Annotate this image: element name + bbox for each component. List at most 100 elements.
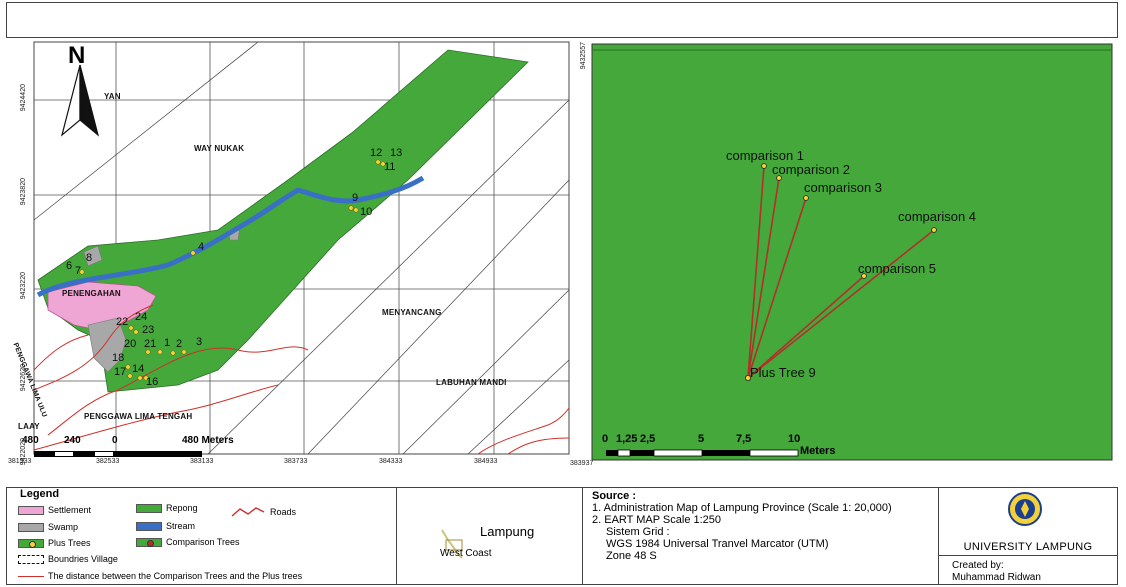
right-y-tick: 9432557 — [580, 42, 587, 70]
tree-number: 11 — [384, 161, 396, 173]
tree-number: 12 — [370, 147, 383, 159]
divider — [396, 487, 397, 585]
legend: Legend Settlement Repong Roads Swamp Str… — [6, 487, 396, 585]
tree-number: 3 — [196, 336, 203, 348]
stream-swatch — [136, 521, 162, 531]
y-tick: 9423220 — [20, 272, 27, 300]
tree-number: 4 — [198, 241, 205, 253]
source-line: 2. EART MAP Scale 1:250 — [592, 514, 722, 526]
inset-west-coast: West Coast — [440, 548, 492, 559]
left-scale-bar — [34, 448, 204, 458]
tree-number: 6 — [66, 260, 73, 272]
swamp-area-2 — [83, 245, 103, 267]
source-title: Source : — [592, 490, 637, 502]
north-arrow-icon — [60, 64, 100, 137]
legend-swamp: Swamp — [18, 522, 78, 532]
scale-label: 480 Meters — [182, 435, 234, 446]
bottom-panel — [6, 487, 1118, 585]
legend-comparison-trees: Comparison Trees — [136, 537, 240, 547]
roads — [33, 304, 570, 455]
label-penggawa-lima-tengah: PENGGAWA LIMA TENGAH — [84, 412, 193, 421]
tree-number: 23 — [142, 324, 155, 336]
tree-number: 10 — [360, 206, 373, 218]
right-x-tick: 383937 — [570, 460, 594, 467]
boundary-swatch — [18, 554, 44, 564]
source-line: Zone 48 S — [606, 550, 657, 562]
scale-label: 480 — [22, 435, 39, 446]
village-boundaries — [33, 41, 570, 455]
source-block: Source : 1. Administration Map of Lampun… — [592, 490, 936, 584]
legend-settlement: Settlement — [18, 505, 91, 515]
comparison-label-4: comparison 4 — [898, 209, 977, 224]
left-map-panel: N 9424420 9423820 9423220 9422620 942202… — [8, 40, 573, 470]
title-bar — [6, 2, 1118, 38]
tree-number: 7 — [75, 265, 82, 277]
label-labuhan-mandi: LABUHAN MANDI — [436, 378, 507, 387]
tree-number: 16 — [146, 376, 159, 388]
legend-boundaries: Boundries Village — [18, 554, 118, 564]
tree-number: 1 — [164, 337, 171, 349]
tree-number: 18 — [112, 352, 125, 364]
settlement-swatch — [18, 505, 44, 515]
x-tick: 383733 — [284, 458, 308, 465]
source-line: 1. Administration Map of Lampung Provinc… — [592, 502, 892, 514]
label-menyancang: MENYANCANG — [382, 308, 442, 317]
plus-tree-points — [79, 159, 386, 381]
x-tick: 384333 — [379, 458, 403, 465]
comparison-label-1: comparison 1 — [726, 148, 805, 163]
x-tick: 383133 — [190, 458, 214, 465]
tree-number: 2 — [176, 338, 183, 350]
university-name: UNIVERSITY LAMPUNG — [963, 541, 1093, 553]
legend-distance: The distance between the Comparison Tree… — [18, 571, 302, 581]
university-logo — [1008, 492, 1042, 526]
created-by-label: Created by: — [952, 560, 1004, 571]
scale-label: 1,25 — [616, 433, 638, 445]
tree-number: 8 — [86, 252, 93, 264]
x-tick: 382533 — [96, 458, 120, 465]
swamp-area — [87, 317, 127, 373]
distance-lines — [747, 165, 935, 379]
label-way-nukak: WAY NUKAK — [194, 144, 245, 153]
source-line: WGS 1984 Universal Tranvel Marcator (UTM… — [606, 538, 829, 550]
inset-lampung: Lampung — [480, 524, 535, 539]
label-penengahan: PENENGAHAN — [62, 289, 121, 298]
comparison-label-5: comparison 5 — [858, 261, 937, 276]
plus-tree-swatch — [18, 538, 44, 548]
tree-number: 13 — [390, 147, 403, 159]
plus-tree-label: Plus Tree 9 — [750, 365, 816, 380]
x-tick: 381933 — [8, 458, 32, 465]
left-map-svg — [33, 41, 570, 455]
tree-number: 20 — [124, 338, 137, 350]
legend-roads: Roads — [230, 506, 296, 518]
tree-number: 17 — [114, 366, 127, 378]
repong-swatch — [136, 503, 162, 513]
legend-plus-trees: Plus Trees — [18, 538, 91, 548]
scale-label: 10 — [788, 433, 801, 445]
right-scale-bar — [606, 449, 799, 457]
scale-label: 7,5 — [736, 433, 752, 445]
scale-unit: Meters — [800, 445, 836, 457]
tree-number: 14 — [132, 363, 145, 375]
divider — [938, 487, 939, 585]
scale-label: 2,5 — [640, 433, 656, 445]
label-yan: YAN — [104, 92, 121, 101]
tree-number: 24 — [135, 311, 148, 323]
author-name: Muhammad Ridwan — [952, 572, 1041, 583]
scale-label: 0 — [602, 433, 609, 445]
source-line: Sistem Grid : — [606, 526, 670, 538]
swamp-swatch — [18, 522, 44, 532]
y-tick: 9424420 — [20, 84, 27, 112]
y-tick: 9423820 — [20, 178, 27, 206]
tree-number: 21 — [144, 338, 157, 350]
inset-map: Lampung West Coast — [398, 488, 580, 584]
stream-path — [36, 175, 425, 298]
right-map-svg — [591, 43, 1113, 461]
tree-number: 9 — [352, 192, 359, 204]
inset-svg — [441, 529, 463, 559]
university-logo-icon — [1008, 492, 1042, 526]
comparison-label-2: comparison 2 — [772, 162, 851, 177]
divider — [938, 555, 1118, 556]
north-letter: N — [68, 42, 86, 69]
distance-line-icon — [18, 575, 44, 577]
roads-icon — [231, 507, 265, 517]
